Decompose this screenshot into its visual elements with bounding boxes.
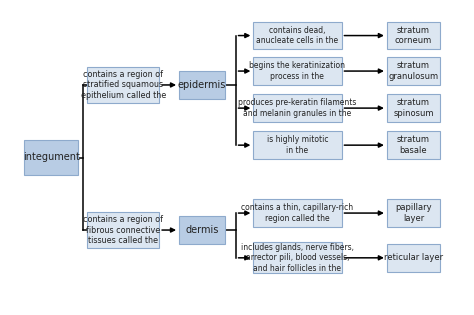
Text: is highly mitotic
in the: is highly mitotic in the xyxy=(267,135,328,155)
Text: contains a region of
fibrous connective
tissues called the: contains a region of fibrous connective … xyxy=(83,215,163,245)
Text: stratum
spinosum: stratum spinosum xyxy=(393,98,434,118)
FancyBboxPatch shape xyxy=(387,131,440,159)
FancyBboxPatch shape xyxy=(387,22,440,49)
FancyBboxPatch shape xyxy=(387,94,440,122)
Text: papillary
layer: papillary layer xyxy=(395,203,432,223)
Text: integument: integument xyxy=(23,152,80,163)
Text: begins the keratinization
process in the: begins the keratinization process in the xyxy=(249,61,346,81)
Text: stratum
granulosum: stratum granulosum xyxy=(389,61,438,81)
FancyBboxPatch shape xyxy=(253,22,341,49)
FancyBboxPatch shape xyxy=(179,216,226,244)
Text: reticular layer: reticular layer xyxy=(384,253,443,262)
Text: contains dead,
anucleate cells in the: contains dead, anucleate cells in the xyxy=(256,26,338,45)
Text: contains a region of
stratified squamous
epithelium called the: contains a region of stratified squamous… xyxy=(81,70,166,100)
FancyBboxPatch shape xyxy=(253,94,341,122)
FancyBboxPatch shape xyxy=(87,212,159,248)
FancyBboxPatch shape xyxy=(25,140,78,175)
Text: epidermis: epidermis xyxy=(178,80,227,90)
Text: contains a thin, capillary-rich
region called the: contains a thin, capillary-rich region c… xyxy=(241,203,354,223)
Text: dermis: dermis xyxy=(185,225,219,235)
FancyBboxPatch shape xyxy=(253,57,341,85)
FancyBboxPatch shape xyxy=(253,131,341,159)
Text: stratum
basale: stratum basale xyxy=(397,135,430,155)
Text: includes glands, nerve fibers,
arrector pili, blood vessels,
and hair follicles : includes glands, nerve fibers, arrector … xyxy=(241,243,354,273)
FancyBboxPatch shape xyxy=(87,67,159,103)
FancyBboxPatch shape xyxy=(387,244,440,272)
FancyBboxPatch shape xyxy=(387,57,440,85)
Text: produces pre-keratin filaments
and melanin granules in the: produces pre-keratin filaments and melan… xyxy=(238,98,356,118)
FancyBboxPatch shape xyxy=(179,71,226,99)
FancyBboxPatch shape xyxy=(253,199,341,227)
Text: stratum
corneum: stratum corneum xyxy=(395,26,432,45)
FancyBboxPatch shape xyxy=(387,199,440,227)
FancyBboxPatch shape xyxy=(253,243,341,273)
